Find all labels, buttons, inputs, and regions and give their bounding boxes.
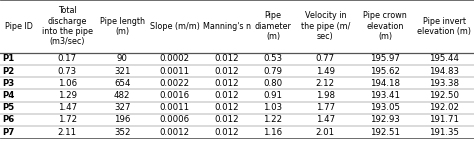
Text: 194.18: 194.18 xyxy=(370,79,400,88)
Text: 0.012: 0.012 xyxy=(214,79,239,88)
Text: 193.05: 193.05 xyxy=(370,103,400,112)
Text: Slope (m/m): Slope (m/m) xyxy=(149,22,200,31)
Text: Pipe
diameter
(m): Pipe diameter (m) xyxy=(255,11,292,41)
Text: 1.72: 1.72 xyxy=(58,115,77,124)
Text: 192.51: 192.51 xyxy=(370,128,400,137)
Text: 193.38: 193.38 xyxy=(429,79,459,88)
Text: Pipe length
(m): Pipe length (m) xyxy=(100,17,145,36)
Text: Manning's n: Manning's n xyxy=(203,22,251,31)
Text: P2: P2 xyxy=(2,67,15,76)
Text: 0.012: 0.012 xyxy=(214,67,239,76)
Text: 191.35: 191.35 xyxy=(429,128,459,137)
Text: 2.01: 2.01 xyxy=(316,128,335,137)
Text: 1.77: 1.77 xyxy=(316,103,335,112)
Text: 482: 482 xyxy=(114,91,130,100)
Text: 195.97: 195.97 xyxy=(370,54,400,63)
Text: 196: 196 xyxy=(114,115,130,124)
Text: 192.93: 192.93 xyxy=(370,115,400,124)
Text: 0.91: 0.91 xyxy=(264,91,283,100)
Text: 90: 90 xyxy=(117,54,128,63)
Text: P5: P5 xyxy=(2,103,15,112)
Text: P3: P3 xyxy=(2,79,15,88)
Text: 192.02: 192.02 xyxy=(429,103,459,112)
Text: 327: 327 xyxy=(114,103,130,112)
Text: 1.49: 1.49 xyxy=(316,67,335,76)
Text: 193.41: 193.41 xyxy=(370,91,400,100)
Text: 0.79: 0.79 xyxy=(264,67,283,76)
Text: 0.77: 0.77 xyxy=(316,54,335,63)
Text: 0.012: 0.012 xyxy=(214,115,239,124)
Text: 0.012: 0.012 xyxy=(214,54,239,63)
Text: 1.16: 1.16 xyxy=(264,128,283,137)
Text: 352: 352 xyxy=(114,128,130,137)
Text: 0.0012: 0.0012 xyxy=(159,128,190,137)
Text: 1.98: 1.98 xyxy=(316,91,335,100)
Text: 0.012: 0.012 xyxy=(214,128,239,137)
Text: 321: 321 xyxy=(114,67,130,76)
Text: P7: P7 xyxy=(2,128,15,137)
Text: Pipe ID: Pipe ID xyxy=(5,22,32,31)
Text: 0.80: 0.80 xyxy=(264,79,283,88)
Text: 1.47: 1.47 xyxy=(58,103,77,112)
Text: 194.83: 194.83 xyxy=(429,67,459,76)
Text: P1: P1 xyxy=(2,54,15,63)
Text: 0.0022: 0.0022 xyxy=(159,79,190,88)
Text: P6: P6 xyxy=(2,115,15,124)
Text: 0.73: 0.73 xyxy=(58,67,77,76)
Text: Total
discharge
into the pipe
(m3/sec): Total discharge into the pipe (m3/sec) xyxy=(42,6,93,47)
Text: P4: P4 xyxy=(2,91,15,100)
Text: 0.012: 0.012 xyxy=(214,103,239,112)
Text: 1.06: 1.06 xyxy=(58,79,77,88)
Text: 195.44: 195.44 xyxy=(429,54,459,63)
Text: 195.62: 195.62 xyxy=(370,67,400,76)
Text: 191.71: 191.71 xyxy=(429,115,459,124)
Text: 0.0006: 0.0006 xyxy=(159,115,190,124)
Text: Velocity in
the pipe (m/
sec): Velocity in the pipe (m/ sec) xyxy=(301,11,350,41)
Text: 0.0016: 0.0016 xyxy=(159,91,190,100)
Text: 1.29: 1.29 xyxy=(58,91,77,100)
Text: Pipe invert
elevation (m): Pipe invert elevation (m) xyxy=(418,17,472,36)
Text: 2.12: 2.12 xyxy=(316,79,335,88)
Text: 0.0011: 0.0011 xyxy=(159,103,190,112)
Text: 1.03: 1.03 xyxy=(264,103,283,112)
Text: 0.0002: 0.0002 xyxy=(159,54,190,63)
Text: 0.0011: 0.0011 xyxy=(159,67,190,76)
Text: 0.53: 0.53 xyxy=(264,54,283,63)
Text: 1.47: 1.47 xyxy=(316,115,335,124)
Text: 1.22: 1.22 xyxy=(264,115,283,124)
Text: Pipe crown
elevation
(m): Pipe crown elevation (m) xyxy=(364,11,407,41)
Text: 654: 654 xyxy=(114,79,130,88)
Text: 0.012: 0.012 xyxy=(214,91,239,100)
Text: 2.11: 2.11 xyxy=(58,128,77,137)
Text: 0.17: 0.17 xyxy=(58,54,77,63)
Text: 192.50: 192.50 xyxy=(429,91,459,100)
